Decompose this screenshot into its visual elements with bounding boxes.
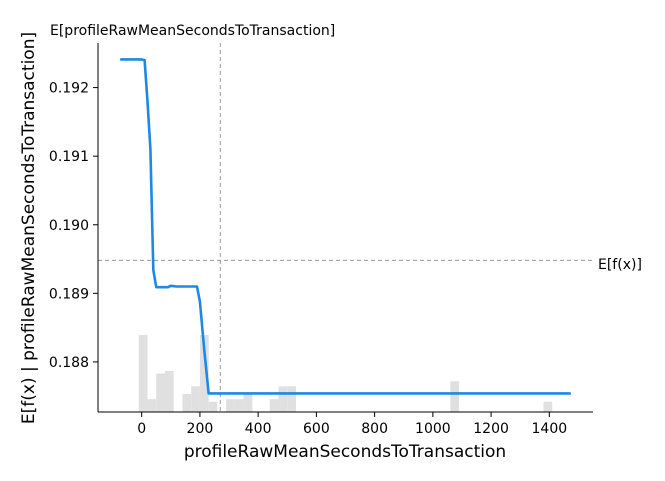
y-axis-label: E[f(x) | profileRawMeanSecondsToTransact… <box>19 32 39 424</box>
axes <box>97 43 593 413</box>
histogram-bar <box>269 399 279 412</box>
histogram-bar <box>182 394 192 412</box>
histogram-bar <box>199 335 209 412</box>
reference-lines <box>98 43 593 412</box>
y-tick-label: 0.188 <box>49 355 89 371</box>
x-tick-label: 400 <box>245 421 272 437</box>
histogram-bar <box>191 386 200 412</box>
series-line <box>119 58 572 395</box>
y-tick-label: 0.192 <box>49 81 89 97</box>
feature-mean-label: E[profileRawMeanSecondsToTransaction] <box>50 23 335 39</box>
x-tick-label: 200 <box>187 421 214 437</box>
y-tick-label: 0.189 <box>49 286 89 302</box>
histogram-bar <box>243 394 253 412</box>
x-tick-label: 1000 <box>415 421 451 437</box>
histogram-bar <box>226 399 235 412</box>
histogram-bar <box>138 335 148 412</box>
x-tick-label: 1400 <box>532 421 568 437</box>
histogram-bar <box>287 386 296 412</box>
histogram-bar <box>278 386 288 412</box>
histogram-bar <box>208 401 218 412</box>
x-tick-label: 600 <box>303 421 330 437</box>
ticks: 0 200 400 600 800 1000 1200 1400 0.188 0.189 0.190… <box>49 81 567 437</box>
histogram-bar <box>234 399 244 412</box>
feature-histogram <box>138 335 553 412</box>
y-tick-label: 0.191 <box>49 149 89 165</box>
y-tick-label: 0.190 <box>49 218 89 234</box>
x-tick-label: 0 <box>137 421 146 437</box>
histogram-bar <box>543 401 553 412</box>
x-tick-label: 800 <box>361 421 388 437</box>
x-axis-label: profileRawMeanSecondsToTransaction <box>184 442 506 462</box>
histogram-bar <box>164 370 174 412</box>
histogram-bar <box>450 381 460 412</box>
x-tick-label: 1200 <box>473 421 509 437</box>
histogram-bar <box>156 373 165 412</box>
expected-value-label: E[f(x)] <box>598 257 642 273</box>
series-layer <box>119 58 572 395</box>
histogram-bar <box>147 399 157 412</box>
